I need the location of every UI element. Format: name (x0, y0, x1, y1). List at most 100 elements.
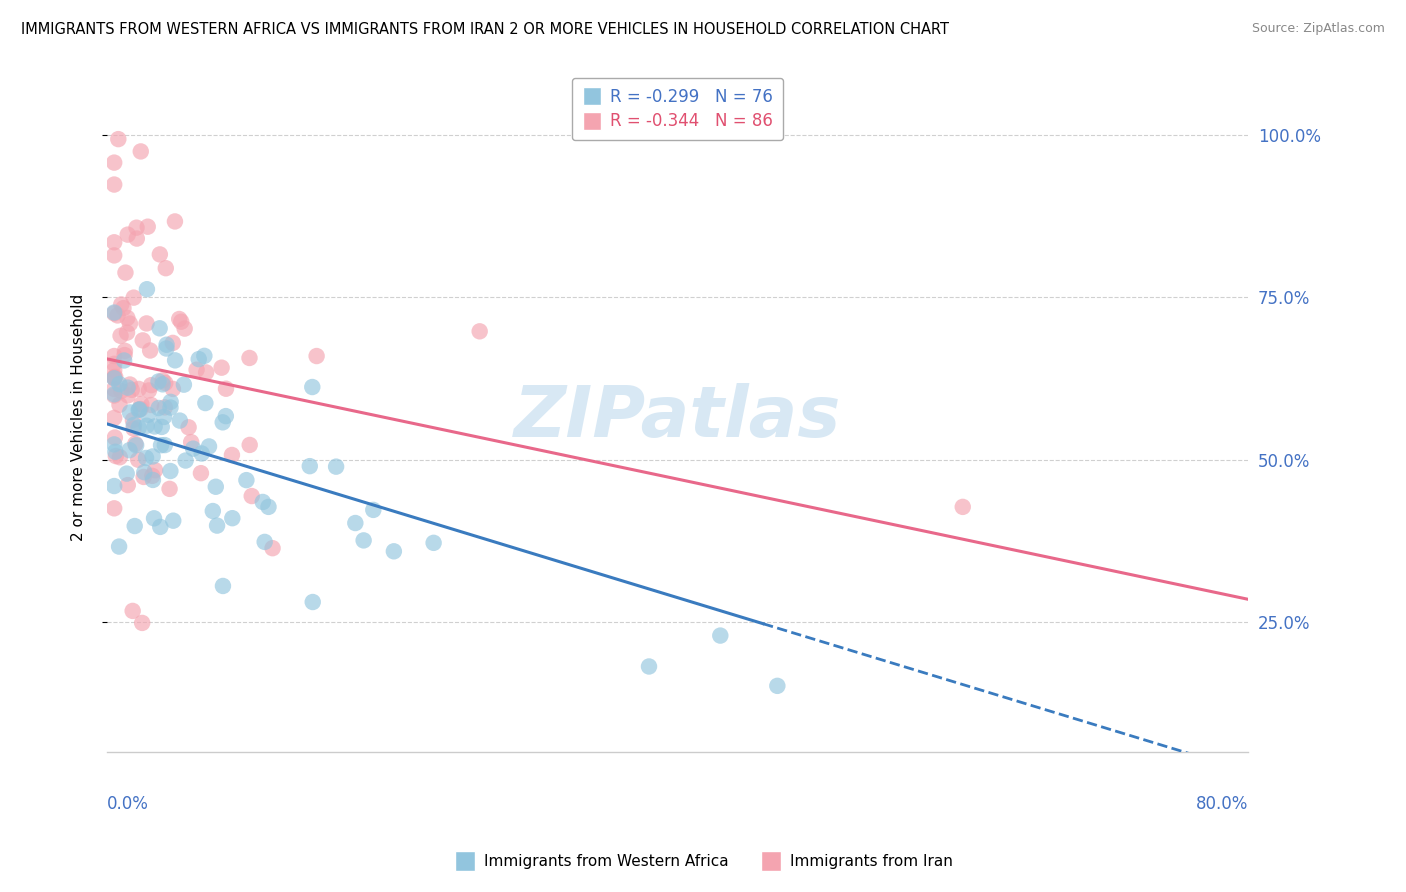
Point (221, 511, 243, 525)
Point (104, 444, 127, 458)
Point (103, 371, 125, 385)
Point (139, 343, 162, 358)
Point (155, 261, 177, 276)
Point (122, 413, 145, 427)
Y-axis label: 2 or more Vehicles in Household: 2 or more Vehicles in Household (72, 293, 86, 541)
Point (136, 282, 159, 296)
Point (205, 518, 228, 533)
Point (135, 317, 157, 331)
Point (103, 357, 125, 371)
Point (162, 382, 184, 396)
Point (128, 403, 150, 417)
Point (195, 366, 218, 380)
Legend: Immigrants from Western Africa, Immigrants from Iran: Immigrants from Western Africa, Immigran… (447, 848, 959, 875)
Point (252, 495, 274, 509)
Point (165, 353, 187, 368)
Point (108, 377, 131, 392)
Point (169, 414, 191, 428)
Point (104, 449, 127, 463)
Point (638, 659, 661, 673)
Point (143, 511, 166, 525)
Point (163, 214, 186, 228)
Point (125, 438, 148, 452)
Point (103, 235, 125, 250)
Point (118, 377, 141, 392)
Point (104, 369, 127, 384)
Point (131, 615, 153, 630)
Point (112, 301, 135, 315)
Point (138, 384, 160, 398)
Text: 80.0%: 80.0% (1195, 796, 1249, 814)
Point (103, 479, 125, 493)
Point (153, 401, 176, 415)
Point (122, 421, 145, 435)
Point (103, 248, 125, 262)
Point (150, 420, 173, 434)
Point (170, 315, 193, 329)
Point (201, 504, 224, 518)
Point (159, 395, 181, 409)
Point (152, 374, 174, 388)
Point (136, 219, 159, 234)
Point (190, 466, 212, 480)
Point (103, 305, 125, 319)
Point (103, 306, 125, 320)
Point (173, 321, 195, 335)
Point (221, 448, 243, 462)
Point (114, 343, 136, 358)
Point (121, 604, 143, 618)
Point (239, 438, 262, 452)
Point (240, 489, 263, 503)
Point (135, 450, 157, 465)
Point (262, 541, 284, 556)
Point (103, 501, 125, 516)
Point (117, 227, 139, 242)
Point (125, 231, 148, 245)
Point (211, 360, 233, 375)
Point (167, 312, 190, 326)
Point (155, 376, 177, 390)
Point (114, 266, 136, 280)
Point (128, 382, 150, 396)
Point (103, 370, 125, 384)
Point (193, 349, 215, 363)
Point (124, 437, 146, 451)
Point (238, 351, 260, 365)
Point (148, 401, 170, 415)
Text: 0.0%: 0.0% (107, 796, 149, 814)
Point (212, 579, 235, 593)
Point (107, 132, 129, 146)
Point (181, 442, 204, 456)
Point (104, 430, 127, 444)
Point (128, 421, 150, 435)
Point (344, 516, 367, 530)
Point (363, 503, 385, 517)
Point (103, 410, 125, 425)
Point (215, 382, 238, 396)
Point (103, 178, 125, 192)
Point (152, 377, 174, 392)
Point (148, 375, 170, 389)
Point (115, 326, 138, 340)
Point (139, 398, 162, 412)
Point (141, 378, 163, 392)
Point (124, 519, 146, 533)
Point (952, 500, 974, 514)
Point (149, 247, 172, 261)
Point (110, 297, 132, 311)
Point (132, 470, 155, 484)
Point (127, 452, 149, 467)
Point (159, 482, 181, 496)
Point (115, 467, 138, 481)
Text: Source: ZipAtlas.com: Source: ZipAtlas.com (1251, 22, 1385, 36)
Point (110, 384, 132, 398)
Point (153, 409, 176, 424)
Point (301, 595, 323, 609)
Point (150, 438, 173, 452)
Point (159, 401, 181, 415)
Point (129, 401, 152, 416)
Point (135, 418, 157, 433)
Point (117, 478, 139, 492)
Point (131, 397, 153, 411)
Point (103, 155, 125, 169)
